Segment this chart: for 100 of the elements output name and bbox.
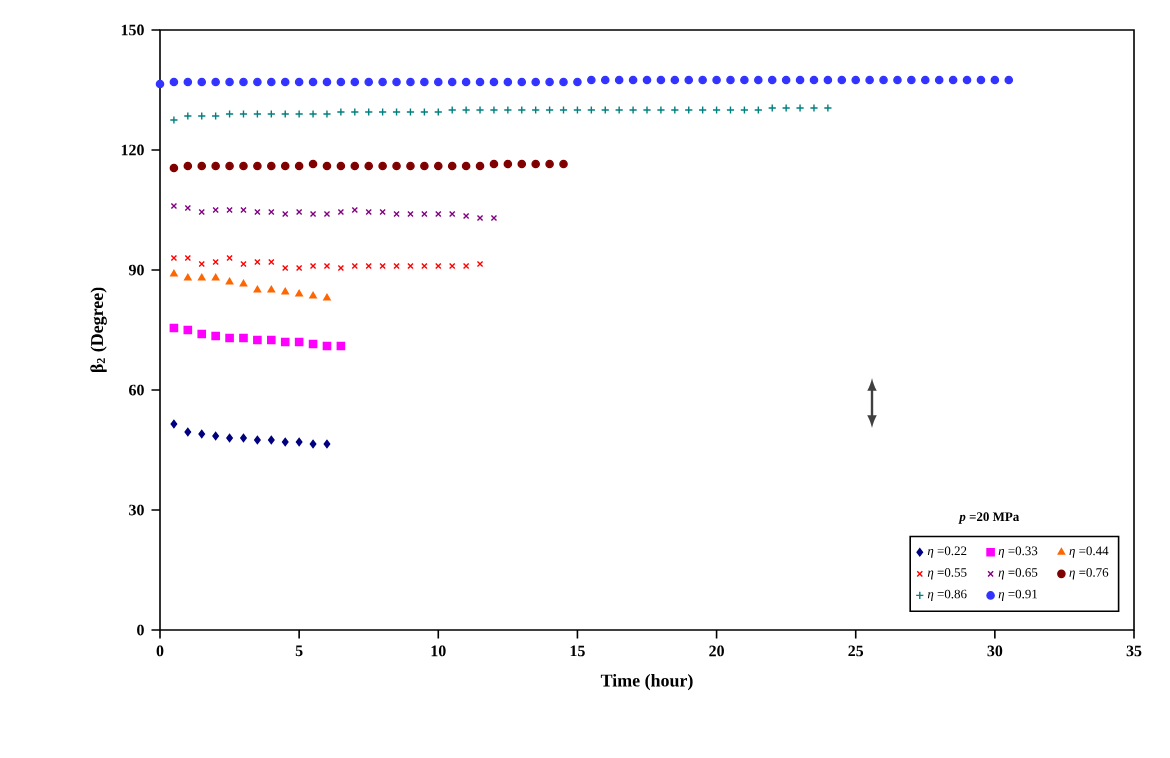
point bbox=[754, 105, 763, 115]
point bbox=[490, 214, 498, 222]
point bbox=[517, 105, 527, 115]
point bbox=[503, 159, 513, 169]
point bbox=[587, 105, 596, 115]
point bbox=[392, 107, 401, 117]
point bbox=[239, 161, 248, 171]
point bbox=[197, 329, 207, 339]
point bbox=[183, 111, 193, 121]
point bbox=[531, 105, 540, 115]
point bbox=[809, 103, 819, 113]
point bbox=[184, 427, 192, 437]
point bbox=[280, 109, 290, 119]
point bbox=[295, 264, 303, 272]
point bbox=[336, 161, 346, 171]
point bbox=[211, 161, 220, 171]
point bbox=[323, 439, 331, 449]
point bbox=[461, 105, 471, 115]
y-axis-title: β$_{2}$ (Degree) bbox=[90, 287, 107, 373]
point bbox=[462, 262, 470, 270]
point bbox=[169, 163, 179, 173]
point bbox=[281, 287, 290, 295]
point bbox=[322, 109, 332, 119]
point bbox=[225, 277, 234, 285]
point bbox=[351, 206, 359, 214]
point bbox=[268, 258, 275, 266]
point bbox=[184, 254, 192, 262]
point bbox=[197, 273, 206, 281]
point bbox=[614, 105, 624, 115]
point bbox=[267, 109, 276, 119]
point bbox=[295, 289, 303, 297]
point bbox=[268, 208, 275, 216]
point bbox=[421, 262, 428, 270]
point bbox=[254, 258, 261, 266]
point bbox=[767, 103, 777, 113]
point bbox=[781, 103, 791, 113]
point bbox=[309, 262, 317, 270]
point bbox=[309, 210, 317, 218]
point bbox=[365, 262, 372, 270]
point bbox=[253, 109, 262, 119]
point bbox=[239, 333, 248, 343]
point bbox=[433, 107, 443, 117]
point bbox=[198, 260, 205, 268]
point bbox=[489, 105, 499, 115]
point bbox=[197, 111, 207, 121]
point bbox=[378, 107, 387, 117]
point bbox=[226, 254, 233, 262]
point bbox=[211, 111, 220, 121]
point bbox=[254, 208, 261, 216]
point bbox=[475, 161, 485, 171]
point bbox=[198, 208, 205, 216]
point bbox=[545, 105, 554, 115]
point bbox=[170, 269, 178, 277]
point bbox=[184, 273, 192, 281]
point bbox=[239, 109, 248, 119]
point bbox=[225, 333, 234, 343]
point bbox=[573, 105, 582, 115]
point bbox=[183, 161, 193, 171]
point bbox=[253, 285, 262, 293]
point bbox=[433, 161, 443, 171]
point bbox=[267, 335, 276, 345]
point bbox=[420, 161, 429, 171]
point bbox=[323, 293, 331, 301]
point bbox=[351, 262, 359, 270]
point bbox=[295, 437, 303, 447]
point bbox=[448, 210, 456, 218]
point bbox=[323, 210, 331, 218]
point bbox=[240, 206, 247, 214]
point bbox=[295, 208, 303, 216]
point bbox=[407, 210, 414, 218]
point bbox=[170, 202, 178, 210]
point bbox=[656, 105, 666, 115]
point bbox=[421, 210, 428, 218]
point bbox=[726, 105, 735, 115]
point bbox=[461, 161, 471, 171]
point bbox=[435, 210, 442, 218]
point bbox=[267, 435, 275, 445]
point bbox=[559, 105, 568, 115]
point bbox=[212, 431, 220, 441]
point bbox=[559, 159, 568, 169]
point bbox=[267, 285, 276, 293]
point bbox=[337, 264, 345, 272]
point bbox=[281, 210, 289, 218]
point bbox=[212, 206, 219, 214]
point bbox=[281, 264, 289, 272]
point bbox=[379, 262, 386, 270]
point bbox=[212, 258, 219, 266]
point bbox=[280, 161, 290, 171]
point bbox=[322, 161, 332, 171]
point bbox=[308, 159, 318, 169]
point bbox=[294, 161, 304, 171]
point bbox=[226, 433, 233, 443]
point bbox=[448, 262, 456, 270]
point bbox=[309, 291, 317, 299]
point bbox=[517, 159, 527, 169]
point bbox=[240, 260, 247, 268]
point bbox=[503, 105, 513, 115]
point bbox=[254, 435, 261, 445]
point bbox=[253, 335, 262, 345]
point bbox=[475, 105, 485, 115]
